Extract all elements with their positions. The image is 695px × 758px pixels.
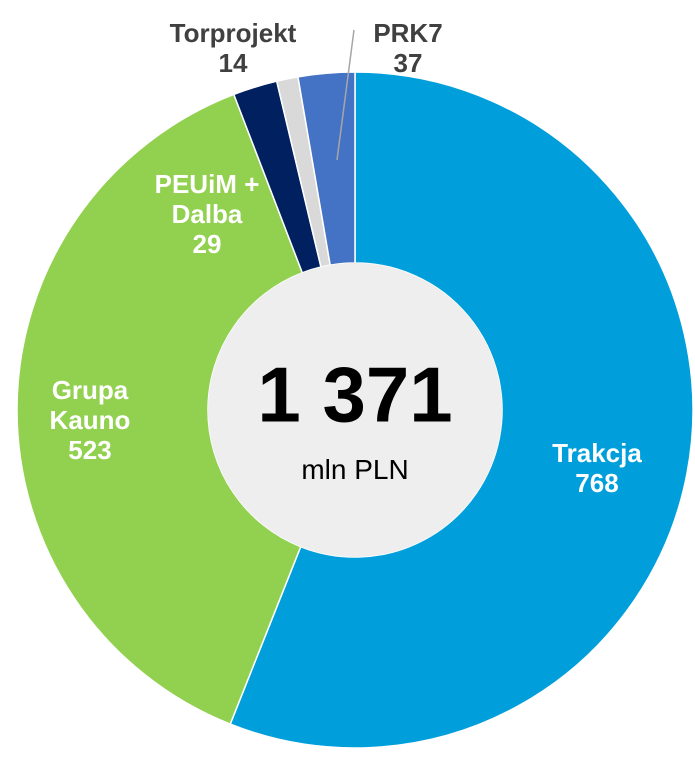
category-label: PRK7 — [373, 18, 443, 48]
category-label: Trakcja — [552, 438, 642, 468]
center-circle — [208, 263, 502, 557]
leader-line — [336, 29, 355, 161]
slice-label: PRK7 37 — [348, 18, 468, 78]
category-label: Torprojekt — [169, 18, 297, 48]
slice-label: Torprojekt 14 — [133, 18, 333, 78]
value-label: 523 — [68, 435, 112, 465]
unit: mln PLN — [301, 454, 409, 485]
value-label: 29 — [192, 229, 222, 259]
value-label: 14 — [218, 48, 248, 78]
slice-label: PEUiM + Dalba 29 — [147, 169, 267, 259]
slice-label: Trakcja 768 — [537, 438, 657, 498]
value-label: 37 — [393, 48, 423, 78]
slice-label: Grupa Kauno 523 — [35, 375, 145, 465]
value-label: 768 — [575, 468, 619, 498]
category-label: Grupa Kauno — [49, 375, 131, 435]
total: 1 371 — [257, 350, 453, 439]
category-label: PEUiM + Dalba — [154, 169, 260, 229]
